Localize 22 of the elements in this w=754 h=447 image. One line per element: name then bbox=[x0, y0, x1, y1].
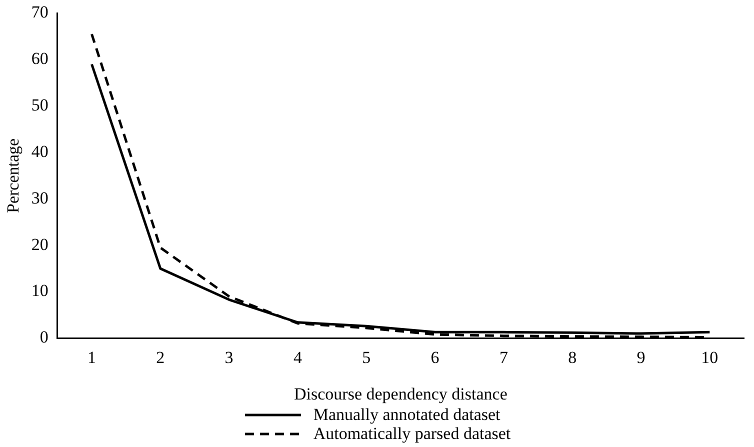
x-tick-label: 7 bbox=[499, 348, 508, 367]
x-tick-label: 4 bbox=[293, 348, 302, 367]
y-tick-label: 30 bbox=[31, 188, 48, 208]
y-tick-label: 10 bbox=[31, 281, 48, 300]
y-tick-label: 70 bbox=[31, 2, 48, 22]
y-tick-label: 40 bbox=[31, 142, 48, 161]
x-tick-label: 6 bbox=[430, 348, 440, 367]
x-tick-label: 8 bbox=[568, 348, 577, 367]
y-tick-label: 0 bbox=[40, 328, 48, 347]
y-tick-label: 60 bbox=[31, 49, 48, 68]
x-tick-label: 5 bbox=[362, 348, 371, 367]
x-tick-label: 1 bbox=[87, 348, 96, 367]
x-tick-label: 10 bbox=[701, 348, 718, 367]
y-tick-label: 50 bbox=[31, 96, 48, 115]
x-axis-title: Discourse dependency distance bbox=[294, 384, 508, 404]
x-tick-label: 3 bbox=[224, 348, 234, 367]
x-tick-label: 2 bbox=[156, 348, 165, 367]
legend-label: Manually annotated dataset bbox=[313, 405, 500, 424]
legend-label: Automatically parsed dataset bbox=[313, 424, 511, 443]
x-tick-label: 9 bbox=[636, 348, 646, 367]
y-axis-title: Percentage bbox=[4, 138, 23, 213]
y-tick-label: 20 bbox=[31, 234, 48, 254]
